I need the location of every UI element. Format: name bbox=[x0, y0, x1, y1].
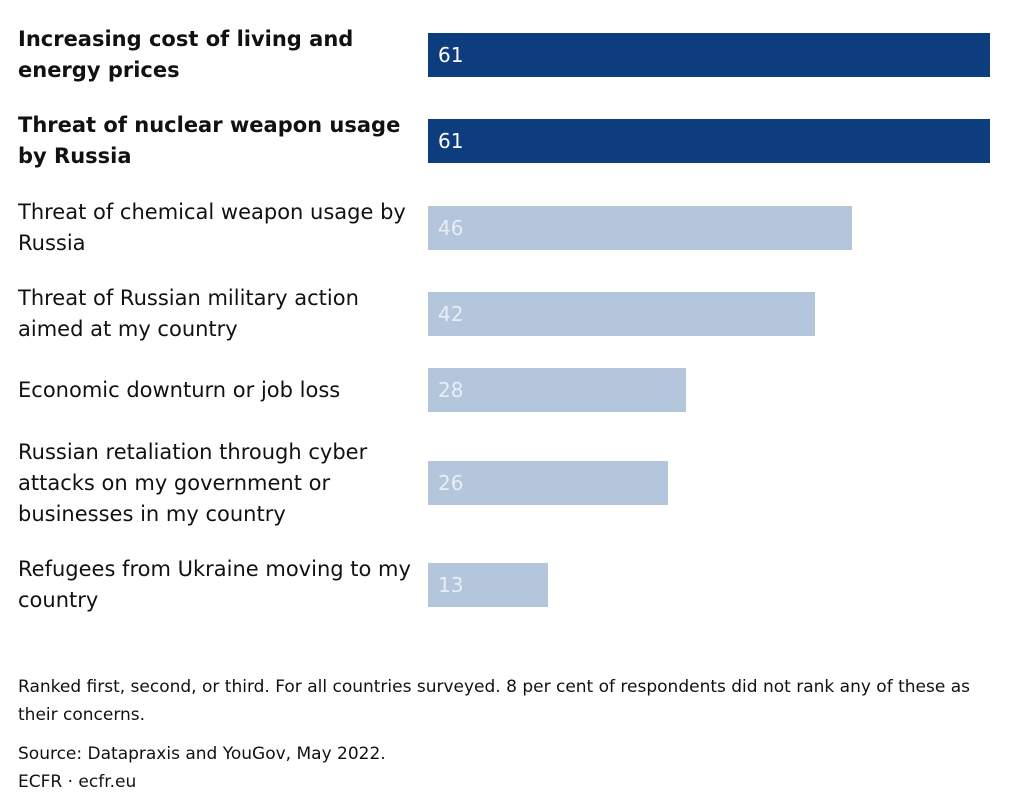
bar: 13 bbox=[428, 563, 548, 607]
category-label: Threat of Russian military action aimed a… bbox=[18, 283, 413, 345]
category-label: Refugees from Ukraine moving to my countr… bbox=[18, 554, 413, 616]
category-label-line: Refugees from Ukraine moving to my bbox=[18, 557, 411, 581]
category-label-line: attacks on my government or bbox=[18, 470, 331, 495]
category-label: Increasing cost of living and energy pric… bbox=[18, 24, 413, 86]
bar-value-label: 61 bbox=[438, 129, 464, 153]
category-label: Economic downturn or job loss bbox=[18, 375, 413, 406]
bar-value-label: 61 bbox=[438, 43, 464, 67]
chart-credit: ECFR · ecfr.eu bbox=[18, 772, 137, 792]
category-label-line: Threat of chemical weapon usage by bbox=[18, 200, 406, 224]
category-label: Threat of chemical weapon usage by Russia bbox=[18, 197, 413, 259]
category-label: Threat of nuclear weapon usage by Russia bbox=[18, 110, 413, 172]
category-label-line: Russia bbox=[18, 231, 86, 255]
category-label-line: by Russia bbox=[18, 144, 132, 168]
bar: 28 bbox=[428, 368, 686, 412]
bar-value-label: 46 bbox=[438, 216, 464, 240]
category-label-line: Russian retaliation through cyber bbox=[18, 439, 368, 464]
category-label-line: aimed at my country bbox=[18, 317, 238, 341]
category-label-line: energy prices bbox=[18, 58, 180, 82]
bar: 61 bbox=[428, 33, 990, 77]
bar: 26 bbox=[428, 461, 668, 505]
category-label: Russian retaliation through cyber attacks… bbox=[18, 437, 413, 530]
bar: 46 bbox=[428, 206, 852, 250]
bar-value-label: 26 bbox=[438, 471, 464, 495]
category-label-line: businesses in my country bbox=[18, 501, 286, 526]
category-label-line: Threat of nuclear weapon usage bbox=[18, 113, 401, 137]
bar-chart: Increasing cost of living and energy pric… bbox=[18, 24, 990, 616]
chart-source: Source: Datapraxis and YouGov, May 2022. bbox=[18, 744, 386, 764]
bar: 61 bbox=[428, 119, 990, 163]
bar: 42 bbox=[428, 292, 815, 336]
category-label-line: country bbox=[18, 588, 99, 612]
category-label-line: Economic downturn or job loss bbox=[18, 377, 341, 402]
category-label-line: Threat of Russian military action bbox=[18, 286, 359, 310]
bar-value-label: 28 bbox=[438, 378, 464, 402]
bar-value-label: 42 bbox=[438, 302, 464, 326]
category-label-line: Increasing cost of living and bbox=[18, 27, 354, 51]
bar-value-label: 13 bbox=[438, 573, 464, 597]
chart-caption: Ranked first, second, or third. For all … bbox=[18, 677, 970, 725]
